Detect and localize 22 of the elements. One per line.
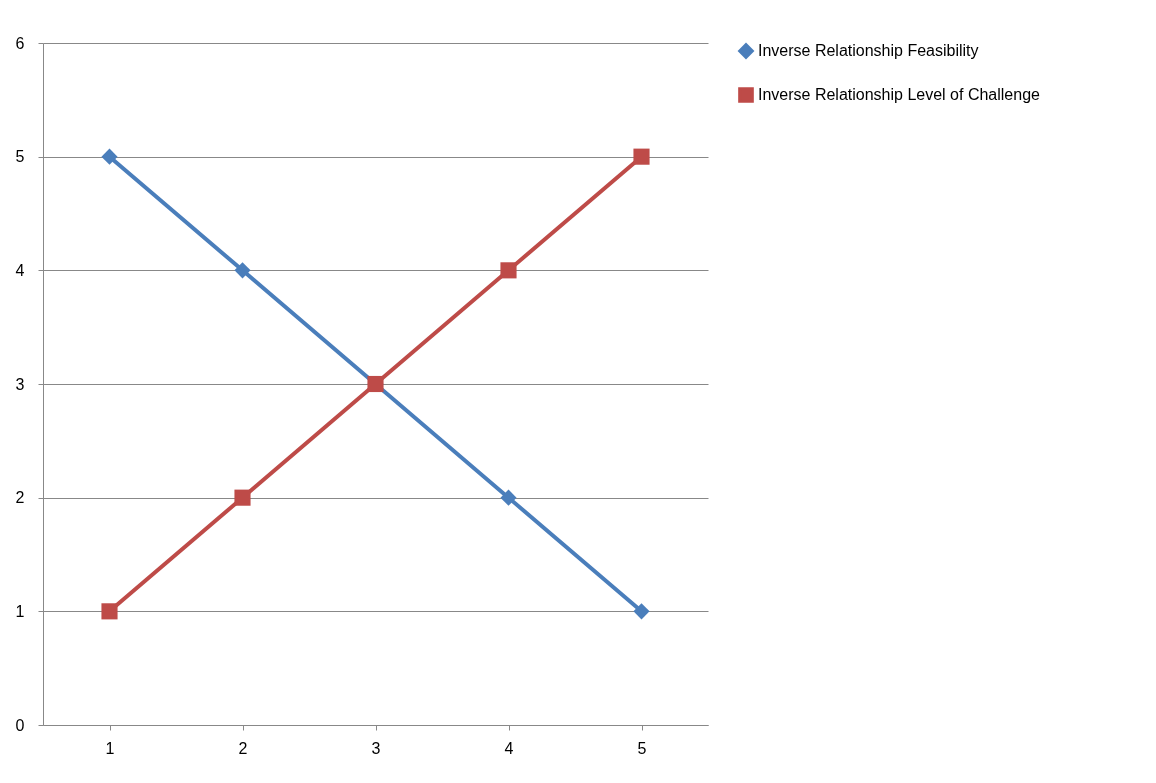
legend-label: Inverse Relationship Level of Challenge	[758, 86, 1041, 103]
point	[500, 489, 517, 506]
point	[633, 603, 650, 620]
x-tick-label: 2	[238, 739, 248, 757]
point	[234, 262, 251, 279]
y-tick-label: 2	[15, 489, 25, 507]
y-tick-label: 0	[15, 716, 25, 734]
point	[101, 603, 118, 620]
point	[101, 148, 118, 165]
point	[500, 262, 517, 279]
y-tick-label: 4	[15, 261, 25, 279]
x-tick-label: 5	[637, 739, 647, 757]
point	[234, 489, 251, 506]
y-tick-label: 1	[15, 602, 25, 620]
y-tick-label: 5	[15, 148, 25, 166]
x-tick-label: 4	[504, 739, 514, 757]
x-tick-label: 3	[371, 739, 381, 757]
y-tick-label: 6	[15, 34, 25, 52]
legend-label: Inverse Relationship Feasibility	[758, 42, 979, 59]
y-tick-label: 3	[15, 375, 25, 393]
x-tick-label: 1	[105, 739, 115, 757]
point	[633, 148, 650, 165]
